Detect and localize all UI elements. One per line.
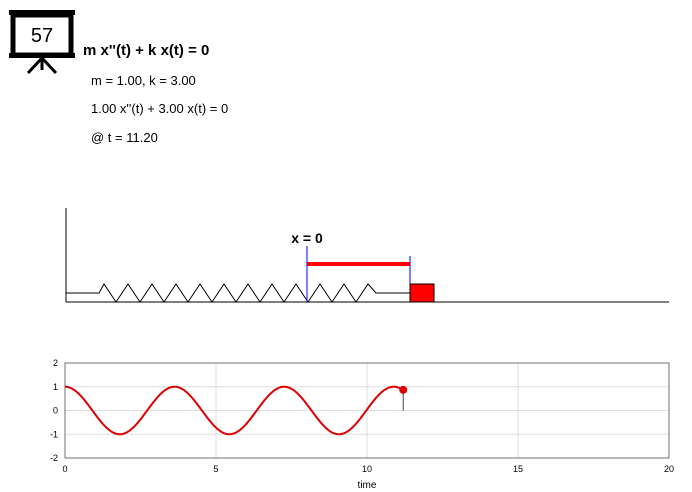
numeric-equation-text: 1.00 x''(t) + 3.00 x(t) = 0 [91,101,229,116]
parameters-text: m = 1.00, k = 3.00 [91,73,196,88]
series-line-displacement [64,385,404,436]
presentation-board-icon [9,10,75,75]
y-tick-labels: 2 1 0 -1 -2 [50,358,58,463]
current-point-marker [399,385,408,394]
x-tick-label: 10 [362,464,372,474]
x-tick-label: 5 [213,464,218,474]
equation-title: m x''(t) + k x(t) = 0 [83,42,210,59]
equilibrium-label: x = 0 [291,230,323,246]
x-tick-label: 0 [62,464,67,474]
mass-block[interactable] [409,283,435,303]
displacement-chart: 210-1-2 0 5 10 15 20 time [50,358,674,491]
y-tick-label: 2 [53,358,58,368]
x-axis-label: time [358,480,377,491]
spring [66,283,410,303]
spring-system: x = 0 [65,208,669,303]
time-readout: @ t = 11.20 [91,130,158,145]
y-tick-label: -2 [50,453,58,463]
x-tick-label: 20 [664,464,674,474]
y-tick-label: 1 [53,382,58,392]
y-tick-label: 0 [53,406,58,416]
x-tick-label: 15 [513,464,523,474]
x-tick-labels: 0 5 10 15 20 [62,464,674,474]
y-tick-label: -1 [50,429,58,439]
chart-frame [64,362,670,459]
badge-number: 57 [31,25,53,47]
